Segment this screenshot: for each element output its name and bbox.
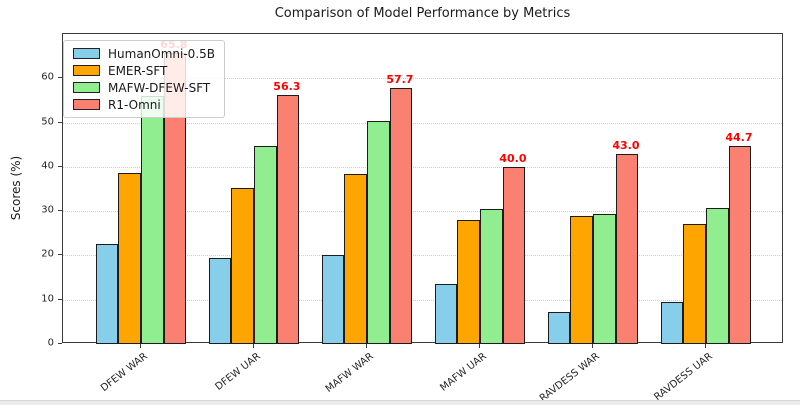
gridline-y-20 bbox=[63, 255, 782, 257]
y-tick-label: 50 bbox=[41, 116, 54, 128]
bar-mafw-dfew-sft-ravdess-war bbox=[593, 214, 616, 344]
legend-label: MAFW-DFEW-SFT bbox=[108, 80, 211, 95]
bar-value-label-ravdess-war: 43.0 bbox=[612, 138, 640, 152]
chart-legend: HumanOmni-0.5B EMER-SFT MAFW-DFEW-SFT R1-Om… bbox=[63, 40, 225, 118]
bar-emer-sft-ravdess-uar bbox=[683, 223, 706, 344]
bar-mafw-dfew-sft-dfew-war bbox=[140, 95, 164, 344]
y-tick-mark bbox=[58, 298, 62, 300]
legend-label: HumanOmni-0.5B bbox=[108, 46, 215, 61]
gridline-y-60 bbox=[63, 78, 782, 80]
x-tick-mark bbox=[592, 344, 593, 348]
legend-item-emer-sft: EMER-SFT bbox=[73, 63, 215, 78]
x-tick-label-ravdess-uar: RAVDESS UAR bbox=[652, 351, 715, 404]
y-tick-label: 20 bbox=[41, 248, 54, 260]
bar-r1-omni-dfew-uar bbox=[276, 94, 300, 344]
bar-humanomni-0-5b-dfew-war bbox=[95, 243, 119, 344]
bar-value-label-mafw-uar: 40.0 bbox=[499, 151, 527, 165]
bar-mafw-dfew-sft-mafw-uar bbox=[480, 209, 503, 344]
chart-title: Comparison of Model Performance by Metri… bbox=[274, 6, 571, 21]
legend-label: EMER-SFT bbox=[108, 63, 168, 78]
y-tick-label: 60 bbox=[41, 71, 54, 83]
bar-emer-sft-dfew-uar bbox=[231, 187, 254, 344]
x-tick-label-dfew-uar: DFEW UAR bbox=[213, 351, 263, 393]
legend-swatch-r1-omni bbox=[73, 99, 100, 110]
x-tick-mark bbox=[365, 344, 367, 348]
x-tick-label-dfew-war: DFEW WAR bbox=[98, 351, 150, 395]
x-tick-mark bbox=[252, 344, 254, 348]
bar-mafw-dfew-sft-dfew-uar bbox=[253, 146, 277, 344]
y-tick-label: 10 bbox=[41, 293, 54, 305]
bar-r1-omni-mafw-uar bbox=[502, 166, 526, 344]
bar-humanomni-0-5b-mafw-war bbox=[321, 254, 345, 344]
plot-area bbox=[62, 33, 783, 344]
legend-item-mafw-dfew-sft: MAFW-DFEW-SFT bbox=[73, 80, 215, 95]
y-axis-title: Scores (%) bbox=[9, 155, 23, 221]
bar-emer-sft-mafw-uar bbox=[457, 220, 480, 344]
bar-r1-omni-ravdess-uar bbox=[728, 146, 752, 344]
gridline-y-10 bbox=[63, 299, 782, 301]
bar-emer-sft-ravdess-war bbox=[570, 215, 593, 344]
legend-swatch-mafw-dfew-sft bbox=[73, 82, 100, 93]
bar-value-label-mafw-war: 57.7 bbox=[386, 73, 414, 87]
legend-swatch-emer-sft bbox=[73, 65, 100, 76]
y-tick-label: 30 bbox=[41, 204, 54, 216]
x-tick-label-mafw-uar: MAFW UAR bbox=[438, 351, 489, 394]
y-tick-label: 40 bbox=[41, 160, 54, 172]
x-tick-label-mafw-war: MAFW WAR bbox=[323, 351, 376, 396]
x-tick-label-ravdess-war: RAVDESS WAR bbox=[537, 351, 602, 405]
legend-item-humanomni-0-5b: HumanOmni-0.5B bbox=[73, 46, 215, 61]
y-tick-mark bbox=[58, 254, 62, 256]
y-tick-label: 0 bbox=[47, 337, 54, 349]
gridline-y-40 bbox=[63, 166, 782, 168]
legend-item-r1-omni: R1-Omni bbox=[73, 97, 215, 112]
gridline-y-50 bbox=[63, 122, 782, 124]
window-bottom-edge bbox=[0, 400, 800, 405]
bar-humanomni-0-5b-mafw-uar bbox=[434, 284, 458, 344]
x-tick-mark bbox=[705, 344, 707, 348]
y-tick-mark bbox=[58, 165, 62, 167]
bar-humanomni-0-5b-ravdess-war bbox=[547, 311, 571, 344]
bar-r1-omni-mafw-war bbox=[389, 88, 413, 344]
bar-emer-sft-mafw-war bbox=[344, 173, 367, 344]
x-tick-mark bbox=[479, 344, 480, 348]
bar-mafw-dfew-sft-mafw-war bbox=[366, 120, 390, 344]
y-tick-mark bbox=[58, 210, 62, 212]
y-tick-mark bbox=[58, 343, 62, 344]
bar-mafw-dfew-sft-ravdess-uar bbox=[706, 207, 729, 344]
bar-value-label-ravdess-uar: 44.7 bbox=[725, 131, 753, 145]
legend-label: R1-Omni bbox=[108, 97, 161, 112]
bar-humanomni-0-5b-dfew-uar bbox=[208, 258, 232, 344]
bar-emer-sft-dfew-war bbox=[118, 173, 141, 344]
bar-value-label-dfew-uar: 56.3 bbox=[273, 79, 301, 93]
x-tick-mark bbox=[139, 344, 141, 348]
y-tick-mark bbox=[58, 77, 62, 79]
y-tick-mark bbox=[58, 121, 62, 123]
legend-swatch-humanomni-0-5b bbox=[73, 48, 100, 59]
gridline-y-30 bbox=[63, 211, 782, 213]
bar-humanomni-0-5b-ravdess-uar bbox=[660, 302, 684, 344]
bar-r1-omni-ravdess-war bbox=[615, 153, 639, 344]
